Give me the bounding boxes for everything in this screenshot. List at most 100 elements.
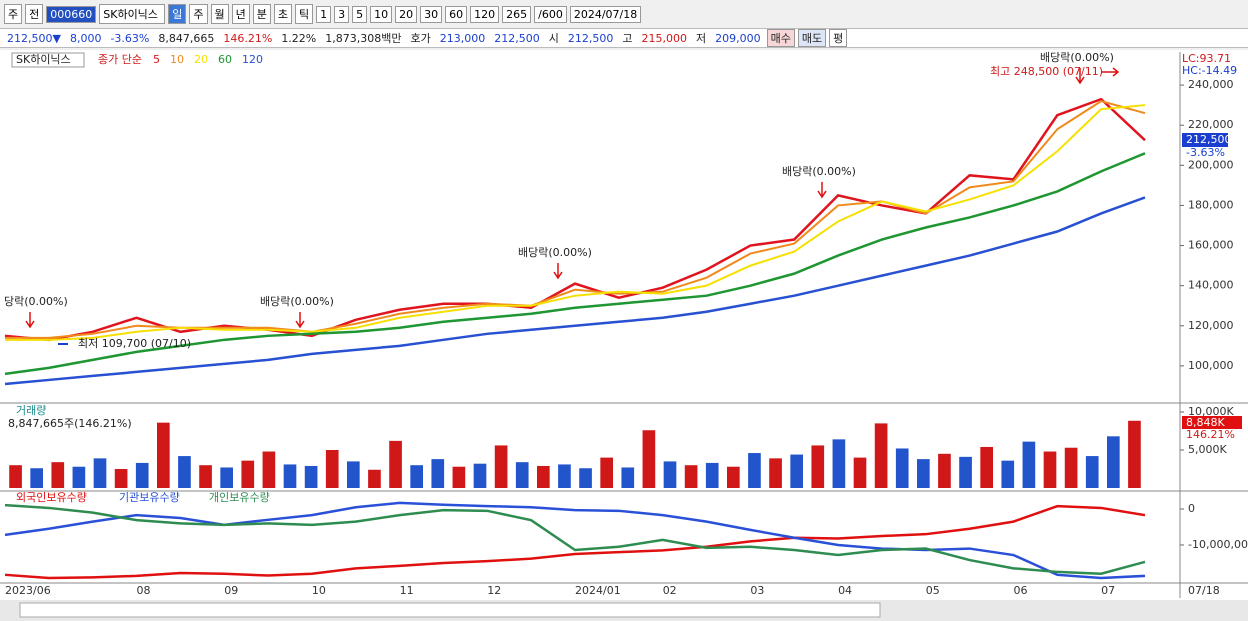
toolbar-item[interactable]: 전 [25, 4, 44, 24]
x-tick-label: 08 [137, 584, 151, 597]
toolbar-item[interactable]: 3 [334, 5, 350, 23]
toolbar-item[interactable]: 000660 [46, 5, 97, 23]
volume-bar [1128, 420, 1141, 488]
quote-item[interactable]: 고 [622, 32, 633, 45]
toolbar-item[interactable]: 일 [168, 4, 187, 24]
toolbar-item[interactable]: 월 [210, 4, 229, 24]
quote-item[interactable]: 저 [696, 32, 707, 45]
y-tick-label: 220,000 [1188, 118, 1234, 131]
volume-bar [769, 458, 782, 488]
volume-bar [705, 462, 719, 488]
series-line [4, 504, 1146, 580]
toolbar-item[interactable]: 주 [189, 4, 208, 24]
volume-bar [1085, 456, 1099, 488]
volume-bar [642, 430, 656, 488]
quote-item[interactable]: 1,873,308백만 [325, 32, 402, 45]
quote-item[interactable]: 146.21% [223, 31, 273, 45]
scroll-thumb[interactable] [19, 602, 881, 618]
x-tick-label: 06 [1013, 584, 1027, 597]
toolbar-item[interactable]: 265 [502, 5, 532, 23]
x-tick-label: 10 [312, 584, 326, 597]
quote-item[interactable]: 평 [829, 29, 848, 47]
y-tick-label: 200,000 [1188, 158, 1234, 171]
volume-bar [1064, 447, 1078, 488]
arrow [1102, 67, 1120, 77]
toolbar-item[interactable]: 2024/07/18 [569, 5, 642, 23]
toolbar-item[interactable]: 틱 [295, 4, 314, 24]
series-line [4, 152, 1146, 376]
toolbar-item[interactable]: /600 [534, 5, 567, 23]
legend-entry: 60 [218, 53, 232, 66]
quote-item[interactable]: 209,000 [715, 31, 761, 45]
volume-bar [199, 465, 212, 488]
toolbar-item[interactable]: SK하이닉스 [99, 4, 166, 24]
quote-item[interactable]: 212,500▼ [7, 31, 61, 45]
volume-bar [241, 460, 255, 488]
toolbar-item[interactable]: 1 [316, 5, 332, 23]
quote-item[interactable]: 시 [548, 32, 559, 45]
arrow [1075, 68, 1085, 85]
quote-item[interactable]: 8,000 [69, 31, 102, 45]
volume-bar [790, 454, 803, 488]
x-tick-label: 11 [400, 584, 414, 597]
toolbar-item[interactable]: 10 [370, 5, 393, 23]
quote-item[interactable]: -3.63% [110, 31, 150, 45]
volume-bar [579, 468, 592, 488]
toolbar-item[interactable]: 60 [445, 5, 468, 23]
volume-bar [325, 450, 339, 488]
price-label: 212,500 [1186, 133, 1232, 146]
y-tick-label: 5,000K [1188, 443, 1227, 456]
x-tick-label: 03 [750, 584, 764, 597]
annotation: 배당락(0.00%) [782, 165, 856, 178]
volume-bar [1043, 451, 1057, 488]
x-tick-label: 12 [487, 584, 501, 597]
annotation: 최고 248,500 (07/11) [990, 65, 1103, 78]
volume-box [1182, 416, 1242, 429]
volume-bar [157, 422, 170, 488]
pane-title: 거래량 [16, 404, 46, 417]
quote-item[interactable]: 215,000 [641, 31, 688, 45]
volume-bar [663, 461, 677, 488]
y-tick-label: 160,000 [1188, 239, 1234, 252]
volume-bar [93, 458, 107, 488]
y-tick-label: -10,000,000 [1188, 538, 1248, 551]
volume-bar [51, 462, 65, 488]
volume-bar [938, 453, 951, 488]
x-tick-label: 02 [663, 584, 677, 597]
volume-bar [283, 464, 297, 488]
toolbar-item[interactable]: 초 [273, 4, 292, 24]
annotation: 최저 109,700 (07/10) [78, 337, 191, 350]
background [0, 50, 1248, 621]
chart: 100,000 120,000 140,000 160,000 180,000 200,0… [0, 50, 1248, 621]
volume-bar [431, 459, 445, 488]
arrow [25, 312, 35, 329]
volume-bar [347, 461, 360, 488]
toolbar-item[interactable]: 20 [395, 5, 418, 23]
quote-item[interactable]: 1.22% [281, 31, 317, 45]
quote-item[interactable]: 매수 [766, 29, 795, 47]
quote-item[interactable]: 212,500 [494, 31, 540, 45]
toolbar-item[interactable]: 주 [4, 4, 23, 24]
quote-item[interactable]: 호가 [410, 32, 431, 45]
series-line [4, 503, 1146, 575]
volume-bar [72, 466, 86, 488]
toolbar-item[interactable]: 년 [231, 4, 250, 24]
volume-bar [684, 465, 698, 488]
toolbar-item[interactable]: 120 [470, 5, 500, 23]
x-tick-label: 05 [926, 584, 940, 597]
volume-bar [368, 469, 381, 488]
legend-entry: 10 [170, 53, 184, 66]
quote-item[interactable]: 212,500 [567, 31, 614, 45]
volume-bar [811, 445, 825, 488]
legend-entry: 외국인보유수량 [16, 491, 87, 504]
y-tick-label: 140,000 [1188, 279, 1234, 292]
x-tick-label: 2023/06 [5, 584, 51, 597]
series-line [5, 104, 1146, 341]
quote-item[interactable]: 8,847,665 [158, 31, 215, 45]
quote-item[interactable]: 매도 [797, 29, 827, 47]
volume-bar [1107, 436, 1120, 488]
toolbar-item[interactable]: 분 [252, 4, 271, 24]
toolbar-item[interactable]: 5 [352, 5, 368, 23]
toolbar-item[interactable]: 30 [420, 5, 443, 23]
quote-item[interactable]: 213,000 [439, 31, 486, 45]
